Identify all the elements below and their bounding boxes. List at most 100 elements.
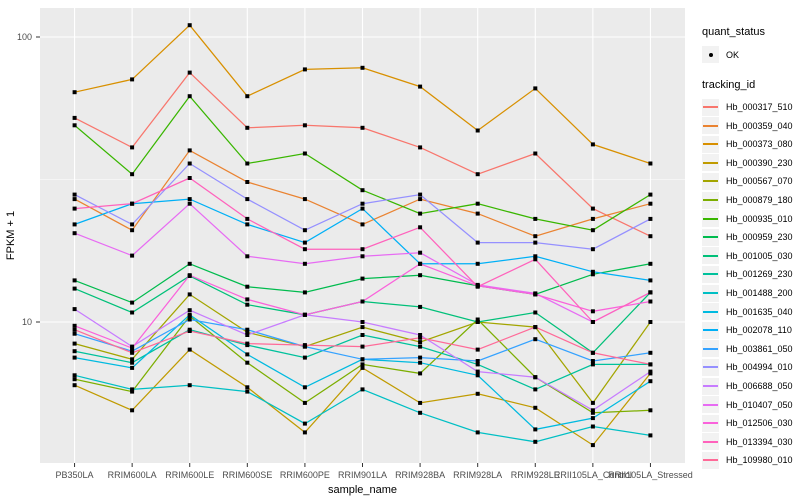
legend-key-line-icon	[702, 414, 719, 432]
data-point	[302, 67, 307, 72]
legend-key-line-icon	[702, 358, 719, 376]
data-point	[72, 197, 77, 202]
data-point	[418, 400, 423, 405]
data-point	[475, 172, 480, 177]
data-point	[187, 317, 192, 322]
data-point	[302, 247, 307, 252]
data-point	[130, 222, 135, 227]
data-point	[590, 362, 595, 367]
legend-item-label: Hb_109980_010	[726, 455, 793, 466]
data-point	[418, 145, 423, 150]
data-point	[245, 385, 250, 390]
legend-item-label: Hb_001005_030	[726, 250, 793, 261]
data-point	[533, 439, 538, 444]
data-point	[418, 371, 423, 376]
data-point	[590, 269, 595, 274]
data-point	[590, 309, 595, 314]
data-point	[302, 290, 307, 295]
data-point	[187, 70, 192, 75]
data-point	[590, 216, 595, 221]
data-point	[648, 216, 653, 221]
data-point	[475, 373, 480, 378]
data-point	[245, 302, 250, 307]
data-point	[418, 250, 423, 255]
legend-title-quant-status: quant_status	[702, 26, 765, 38]
data-point	[590, 410, 595, 415]
data-point	[245, 297, 250, 302]
data-point	[475, 320, 480, 324]
data-point	[245, 341, 250, 346]
data-point	[418, 225, 423, 230]
data-point	[302, 123, 307, 128]
legend-key-line-icon	[702, 191, 719, 209]
legend-key-line-icon	[702, 210, 719, 228]
data-point	[418, 304, 423, 309]
data-point	[72, 90, 77, 95]
legend-key-line-icon	[702, 135, 719, 153]
data-point	[475, 284, 480, 289]
data-point	[475, 369, 480, 374]
legend-key-line-icon	[702, 284, 719, 302]
data-point	[648, 362, 653, 367]
legend-key-line-icon	[702, 377, 719, 395]
data-point	[130, 145, 135, 150]
data-point	[360, 65, 365, 70]
data-point	[648, 433, 653, 438]
data-point	[72, 373, 77, 378]
data-point	[130, 77, 135, 82]
legend-key-line-icon	[702, 247, 719, 265]
data-point	[360, 206, 365, 211]
data-point	[245, 284, 250, 289]
data-point	[590, 247, 595, 252]
data-point	[187, 312, 192, 317]
data-point	[418, 192, 423, 197]
data-point	[72, 192, 77, 197]
data-point	[648, 320, 653, 324]
x-tick-label: RRIM600LA	[108, 470, 157, 480]
legend-item-ok: OK	[702, 46, 765, 63]
data-point	[475, 261, 480, 266]
data-point	[302, 228, 307, 233]
data-point	[418, 355, 423, 360]
data-point	[360, 357, 365, 362]
data-point	[245, 330, 250, 335]
data-point	[187, 94, 192, 99]
data-point	[72, 323, 77, 328]
legend-key-line-icon	[702, 451, 719, 469]
data-point	[72, 383, 77, 388]
data-point	[187, 292, 192, 297]
data-point	[245, 180, 250, 184]
x-axis-title: sample_name	[328, 484, 397, 496]
data-point	[648, 192, 653, 197]
data-point	[302, 197, 307, 202]
data-point	[418, 344, 423, 349]
data-point	[72, 115, 77, 120]
legend-key-line-icon	[702, 154, 719, 172]
data-point	[245, 94, 250, 99]
data-point	[187, 273, 192, 278]
legend-item: Hb_000373_080	[702, 135, 793, 153]
legend-tracking-items: Hb_000317_510 Hb_000359_040 Hb_000373_080 H…	[702, 98, 793, 469]
legend-key-line-icon	[702, 433, 719, 451]
data-point	[130, 408, 135, 413]
legend-item: Hb_001005_030	[702, 247, 793, 265]
legend-item-label: Hb_001269_230	[726, 269, 793, 280]
legend-item-label: OK	[726, 49, 740, 60]
x-tick-label: RRIM928LA	[453, 470, 502, 480]
data-point	[475, 240, 480, 245]
data-point	[302, 421, 307, 426]
legend-item: Hb_001488_200	[702, 284, 793, 302]
legend-key-line-icon	[702, 340, 719, 358]
legend-key-line-icon	[702, 396, 719, 414]
y-tick-label: 100	[17, 32, 32, 42]
data-point	[533, 427, 538, 432]
data-point	[648, 278, 653, 283]
data-point	[475, 201, 480, 206]
data-point	[130, 365, 135, 370]
data-point	[590, 424, 595, 429]
data-point	[130, 228, 135, 233]
x-tick-label: RRIM928BA	[395, 470, 445, 480]
data-point	[130, 346, 135, 351]
data-point	[475, 347, 480, 352]
data-point	[475, 211, 480, 216]
